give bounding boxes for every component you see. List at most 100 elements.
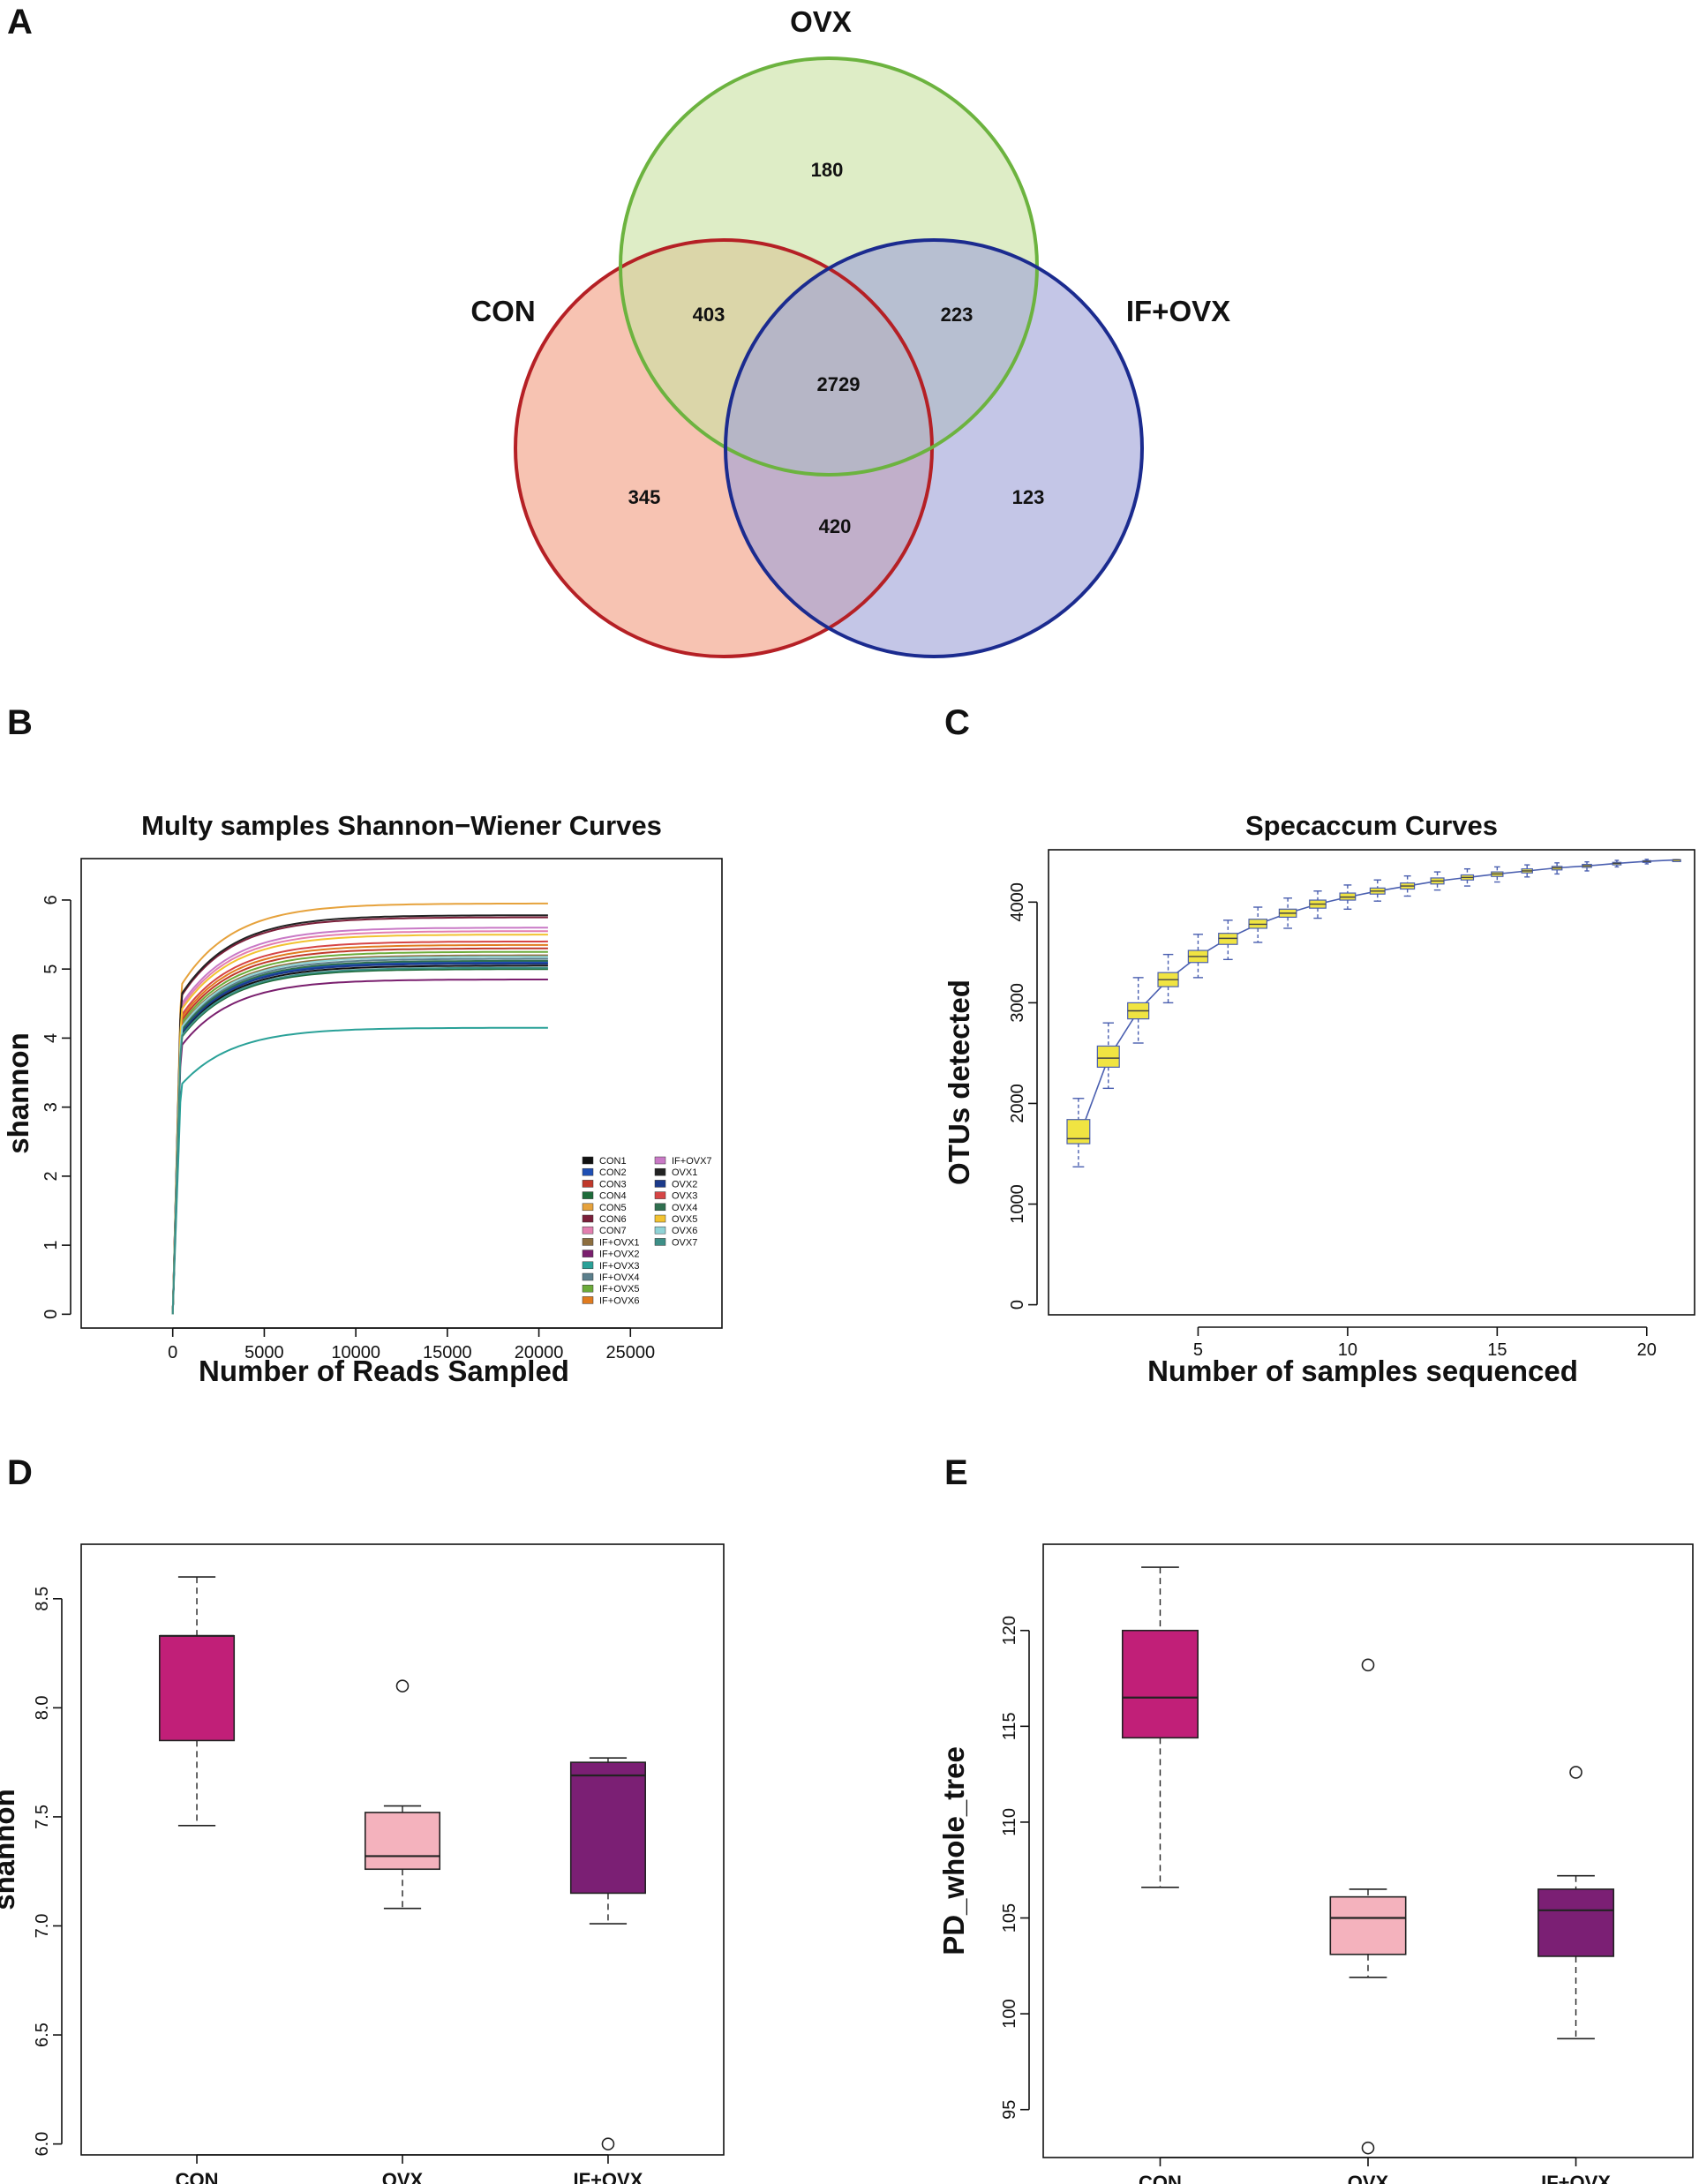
series-line-OVX3 bbox=[171, 940, 548, 1315]
legend-item: OVX4 bbox=[672, 1203, 697, 1213]
box-OVX bbox=[364, 1812, 441, 1871]
series-line-IF+OVX7 bbox=[171, 927, 548, 1315]
legend-swatch bbox=[654, 1180, 666, 1188]
series-line-CON4 bbox=[171, 968, 548, 1315]
legend-swatch bbox=[582, 1226, 594, 1235]
chart-shannon-wiener: Multy samples Shannon−Wiener Curves 0 1 2 3 4… bbox=[2, 810, 723, 1387]
legend-item: OVX5 bbox=[672, 1214, 697, 1225]
x-tick-label-IF+OVX: IF+OVX bbox=[574, 2169, 643, 2184]
legend-swatch bbox=[582, 1284, 594, 1293]
box-1 bbox=[1066, 1119, 1091, 1145]
series-line-CON6 bbox=[171, 916, 548, 1315]
x-tick-label-OVX: OVX bbox=[382, 2169, 424, 2184]
venn-count-ifovx-only: 123 bbox=[1012, 486, 1045, 508]
box-CON bbox=[1121, 1629, 1199, 1739]
chart-specaccum: Specaccum Curves 0 1000 2000 3000 4000 5 10 15 20… bbox=[943, 810, 1695, 1387]
venn-count-ovx-only: 180 bbox=[811, 159, 844, 181]
series-line-IF+OVX6 bbox=[171, 943, 548, 1315]
series-line-IF+OVX4 bbox=[171, 957, 548, 1315]
venn-label-ovx: OVX bbox=[790, 5, 852, 38]
series-line-IF+OVX1 bbox=[171, 954, 548, 1315]
series-line-OVX5 bbox=[171, 934, 548, 1315]
legend-item: CON7 bbox=[599, 1226, 627, 1236]
legend-item: CON2 bbox=[599, 1167, 627, 1178]
x-tick-label: 20000 bbox=[515, 1343, 564, 1362]
legend-swatch bbox=[582, 1272, 594, 1281]
outlier-IF+OVX bbox=[601, 2137, 615, 2150]
legend-swatch bbox=[582, 1203, 594, 1212]
series-line-CON3 bbox=[171, 947, 548, 1315]
panel-letter-d: D bbox=[7, 1453, 33, 1492]
series-line-OVX6 bbox=[171, 956, 548, 1315]
y-tick-label: 1000 bbox=[1008, 1184, 1027, 1224]
legend-swatch bbox=[654, 1156, 666, 1165]
box-OVX bbox=[1329, 1895, 1407, 1955]
legend-item: CON1 bbox=[599, 1156, 627, 1167]
y-axis-label: OTUs detected bbox=[943, 979, 975, 1185]
legend-swatch bbox=[654, 1191, 666, 1199]
y-tick-label: 110 bbox=[1000, 1808, 1019, 1836]
series-line-OVX1 bbox=[171, 914, 548, 1315]
series-line-IF+OVX5 bbox=[171, 950, 548, 1315]
venn-count-ovx-ifovx: 223 bbox=[941, 304, 974, 326]
legend-swatch bbox=[582, 1250, 594, 1257]
venn-count-con-only: 345 bbox=[628, 486, 661, 508]
y-tick-label: 4000 bbox=[1008, 882, 1027, 922]
series-line-IF+OVX2 bbox=[171, 979, 548, 1315]
y-tick-label: 6.0 bbox=[33, 2132, 52, 2157]
legend-item: CON3 bbox=[599, 1179, 627, 1190]
y-tick-label: 5 bbox=[41, 964, 61, 974]
series-line-CON5 bbox=[171, 902, 548, 1315]
series-line-CON2 bbox=[171, 961, 548, 1315]
y-tick-label: 2 bbox=[41, 1171, 61, 1181]
y-tick-label: 115 bbox=[1000, 1712, 1019, 1740]
y-tick-label: 4 bbox=[41, 1033, 61, 1043]
outlier-OVX bbox=[395, 1679, 410, 1692]
venn-outline-ifovx bbox=[724, 238, 1144, 658]
y-tick-label: 105 bbox=[1000, 1903, 1019, 1933]
y-tick-label: 1 bbox=[41, 1241, 61, 1250]
box-CON bbox=[159, 1635, 236, 1742]
outlier-OVX bbox=[1361, 2141, 1375, 2155]
x-tick-label: 5 bbox=[1193, 1340, 1203, 1360]
legend-swatch bbox=[654, 1214, 666, 1223]
box-2 bbox=[1096, 1045, 1120, 1068]
legend-item: IF+OVX6 bbox=[599, 1295, 640, 1306]
legend-swatch bbox=[654, 1226, 666, 1235]
legend-item: IF+OVX4 bbox=[599, 1272, 640, 1283]
x-tick-label-CON: CON bbox=[1139, 2172, 1182, 2184]
y-tick-label: 0 bbox=[41, 1310, 61, 1319]
legend-swatch bbox=[654, 1167, 666, 1176]
series-line-IF+OVX3 bbox=[171, 1026, 548, 1315]
legend-swatch bbox=[582, 1214, 594, 1223]
y-tick-label: 6 bbox=[41, 895, 61, 904]
chart-shannon-box: 6.0 6.5 7.0 7.5 8.0 8.5 CON OVX IF+OVX shannon bbox=[0, 1543, 725, 2184]
y-tick-label: 7.0 bbox=[33, 1914, 52, 1939]
legend-item: IF+OVX3 bbox=[599, 1261, 640, 1272]
legend-item: CON6 bbox=[599, 1214, 627, 1225]
legend-swatch bbox=[582, 1156, 594, 1165]
legend-item: OVX2 bbox=[672, 1179, 697, 1190]
legend-item: OVX3 bbox=[672, 1191, 697, 1202]
legend-item: OVX7 bbox=[672, 1237, 697, 1248]
y-tick-label: 2000 bbox=[1008, 1084, 1027, 1123]
x-tick-label-IF+OVX: IF+OVX bbox=[1541, 2172, 1611, 2184]
box-IF+OVX bbox=[1537, 1888, 1615, 1957]
legend-item: IF+OVX1 bbox=[599, 1237, 640, 1248]
chart-title: Multy samples Shannon−Wiener Curves bbox=[141, 810, 662, 841]
series-line-CON7 bbox=[171, 930, 548, 1315]
panel-letter-b: B bbox=[7, 703, 33, 742]
legend-swatch bbox=[582, 1261, 594, 1270]
y-tick-label: 7.5 bbox=[33, 1805, 52, 1829]
legend-item: IF+OVX5 bbox=[599, 1284, 640, 1295]
y-tick-label: 95 bbox=[1000, 2100, 1019, 2120]
x-axis-label: Number of Reads Sampled bbox=[199, 1355, 569, 1387]
y-tick-label: 8.5 bbox=[33, 1587, 52, 1611]
series-line-OVX4 bbox=[171, 959, 548, 1315]
legend-item: OVX1 bbox=[672, 1167, 697, 1178]
y-tick-label: 120 bbox=[1000, 1616, 1019, 1645]
outlier-IF+OVX bbox=[1569, 1766, 1582, 1779]
x-axis-label: Number of samples sequenced bbox=[1147, 1355, 1578, 1387]
chart-pd-whole-tree-box: 95 100 105 110 115 120 CON OVX IF+OVX PD_whole_tr… bbox=[937, 1543, 1694, 2184]
x-tick-label: 15000 bbox=[423, 1343, 472, 1362]
